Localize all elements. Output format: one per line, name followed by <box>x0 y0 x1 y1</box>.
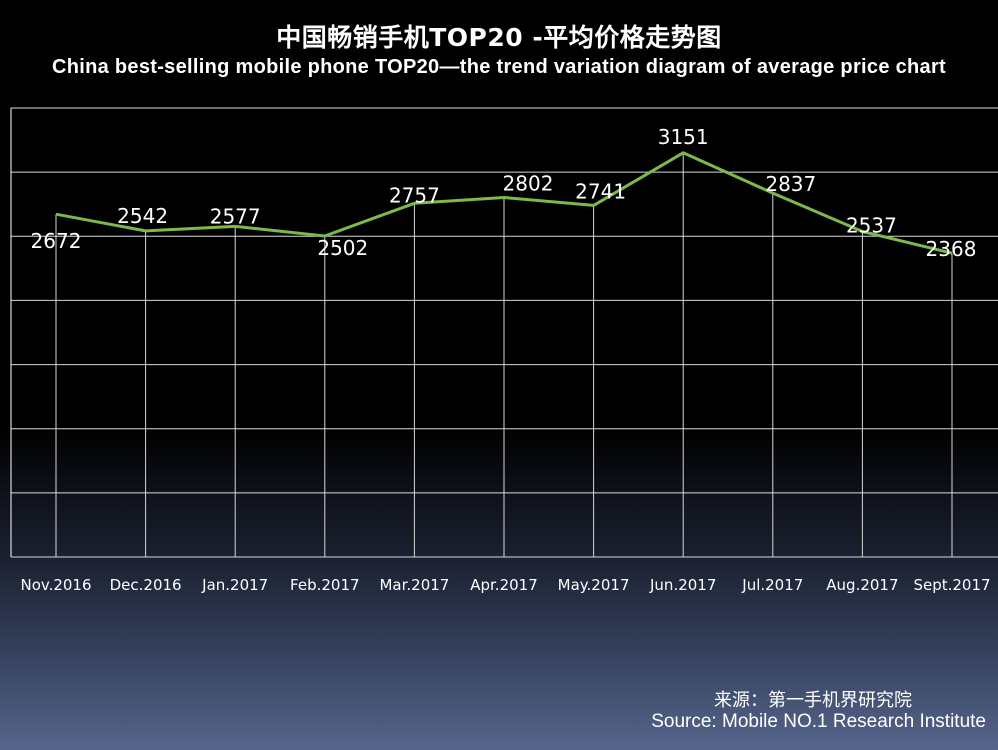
x-tick-label-8: Jul.2017 <box>741 576 803 594</box>
x-tick-label-3: Feb.2017 <box>290 576 360 594</box>
x-tick-label-5: Apr.2017 <box>470 576 538 594</box>
x-tick-label-0: Nov.2016 <box>20 576 91 594</box>
data-label-0: 2672 <box>31 229 82 253</box>
data-label-6: 2741 <box>575 179 626 203</box>
x-tick-label-6: May.2017 <box>558 576 630 594</box>
chart-title-en: China best-selling mobile phone TOP20—th… <box>51 56 947 78</box>
x-tick-label-4: Mar.2017 <box>379 576 449 594</box>
data-label-3: 2502 <box>317 236 368 260</box>
x-tick-label-1: Dec.2016 <box>110 576 182 594</box>
x-tick-label-10: Sept.2017 <box>913 576 990 594</box>
x-axis-tick-labels: Nov.2016 Dec.2016 Jan.2017 Feb.2017 Mar.2017… <box>20 576 990 594</box>
data-label-1: 2542 <box>117 204 168 228</box>
data-label-2: 2577 <box>210 204 261 228</box>
data-label-7: 3151 <box>658 125 709 149</box>
x-tick-label-2: Jan.2017 <box>201 576 268 594</box>
source-cn: 来源：第一手机界研究院 <box>714 690 912 711</box>
data-label-10: 2368 <box>926 237 977 261</box>
data-label-9: 2537 <box>846 214 897 238</box>
chart-title-cn: 中国畅销手机TOP20 -平均价格走势图 <box>276 23 722 52</box>
data-label-4: 2757 <box>389 183 440 207</box>
data-labels: 2672 2542 2577 2502 2757 2802 2741 3151 2837 2537… <box>31 125 977 261</box>
data-label-8: 2837 <box>765 172 816 196</box>
data-label-5: 2802 <box>503 172 554 196</box>
x-tick-label-9: Aug.2017 <box>826 576 898 594</box>
source-en: Source: Mobile NO.1 Research Institute <box>651 711 986 732</box>
x-tick-label-7: Jun.2017 <box>649 576 716 594</box>
series-line-average-price <box>55 151 953 255</box>
category-gridlines <box>55 152 953 557</box>
